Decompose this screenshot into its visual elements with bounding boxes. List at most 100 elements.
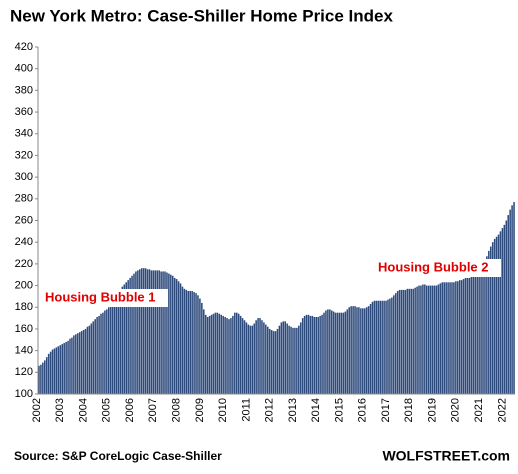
bar <box>212 313 215 394</box>
bar <box>228 319 230 394</box>
bar <box>338 312 341 394</box>
bar <box>398 289 401 394</box>
bar <box>251 325 254 394</box>
bar <box>131 275 133 394</box>
bar <box>55 347 58 394</box>
bar <box>360 308 362 394</box>
bar <box>53 348 56 394</box>
bar <box>45 357 48 394</box>
bar <box>315 317 318 394</box>
bar <box>166 272 168 394</box>
y-tick-label: 200 <box>15 279 33 291</box>
bar <box>257 318 259 394</box>
bar <box>100 313 102 394</box>
bar <box>325 310 327 394</box>
bar <box>158 270 160 394</box>
bar <box>218 313 221 394</box>
bar <box>513 202 515 394</box>
bar <box>311 315 314 394</box>
x-tick-label: 2018 <box>403 398 415 422</box>
bar <box>224 317 226 394</box>
bar <box>216 312 219 394</box>
bar <box>80 331 83 394</box>
bar <box>210 314 213 394</box>
bar <box>332 311 335 394</box>
bar <box>90 323 93 394</box>
bar <box>245 322 248 394</box>
bar <box>466 277 469 394</box>
bar <box>204 314 207 394</box>
bar <box>76 333 79 394</box>
bar <box>330 310 333 394</box>
bar <box>507 215 509 394</box>
bar <box>429 285 432 394</box>
bar <box>427 285 430 394</box>
bar <box>249 325 252 394</box>
y-tick-label: 120 <box>15 366 33 378</box>
bar <box>412 288 414 394</box>
bar <box>505 220 508 394</box>
x-tick-label: 2004 <box>77 398 89 422</box>
bar <box>356 307 358 394</box>
x-tick-label: 2020 <box>450 398 462 422</box>
x-tick-label: 2003 <box>54 398 66 422</box>
bar <box>365 307 368 394</box>
bar <box>92 321 95 394</box>
bar <box>424 284 426 394</box>
bar <box>63 343 65 394</box>
plot-area: 100 120 140 160 180 200 220 240 260 280 300 320 340 3… <box>15 41 515 422</box>
bar <box>179 283 182 394</box>
bar <box>121 286 124 394</box>
bar <box>203 309 205 394</box>
bar <box>253 323 255 394</box>
x-tick-label: 2021 <box>473 398 485 422</box>
bar <box>69 338 71 394</box>
x-tick-label: 2019 <box>426 398 438 422</box>
y-tick-label: 420 <box>15 41 33 53</box>
bar <box>425 285 428 394</box>
bar <box>296 327 298 394</box>
bar <box>61 344 64 394</box>
bar <box>261 320 263 394</box>
bar <box>298 325 300 394</box>
x-tick-label: 2006 <box>124 398 136 422</box>
bar <box>488 250 490 394</box>
bar <box>484 260 486 394</box>
bar <box>168 273 170 394</box>
bar <box>476 272 478 394</box>
annotation: Housing Bubble 1 <box>45 289 156 304</box>
bar <box>354 306 356 394</box>
bar <box>259 318 261 394</box>
source: Source: S&P CoreLogic Case-Shiller <box>14 449 222 463</box>
bar <box>137 270 139 394</box>
bar <box>321 314 323 394</box>
bar <box>265 324 267 394</box>
bar <box>177 281 180 394</box>
bar <box>299 322 302 394</box>
bar <box>391 297 393 394</box>
bar <box>433 285 436 394</box>
bar <box>232 315 234 394</box>
bar <box>235 312 238 394</box>
bar <box>133 273 135 394</box>
bar <box>420 285 422 394</box>
bar <box>367 306 370 394</box>
bar <box>197 295 199 394</box>
bar <box>455 281 457 394</box>
bar <box>431 285 434 394</box>
bar <box>389 298 391 394</box>
bar <box>146 269 149 394</box>
bar <box>385 300 387 394</box>
bar <box>396 290 399 394</box>
bar <box>329 309 331 394</box>
y-tick-label: 400 <box>15 63 33 75</box>
bar <box>96 317 98 394</box>
bar <box>164 271 166 394</box>
bar <box>183 288 186 394</box>
bar <box>135 271 137 394</box>
bar <box>501 228 504 394</box>
bar <box>127 280 129 394</box>
bar <box>457 281 459 394</box>
bar <box>270 330 273 394</box>
x-tick-label: 2014 <box>310 398 322 422</box>
